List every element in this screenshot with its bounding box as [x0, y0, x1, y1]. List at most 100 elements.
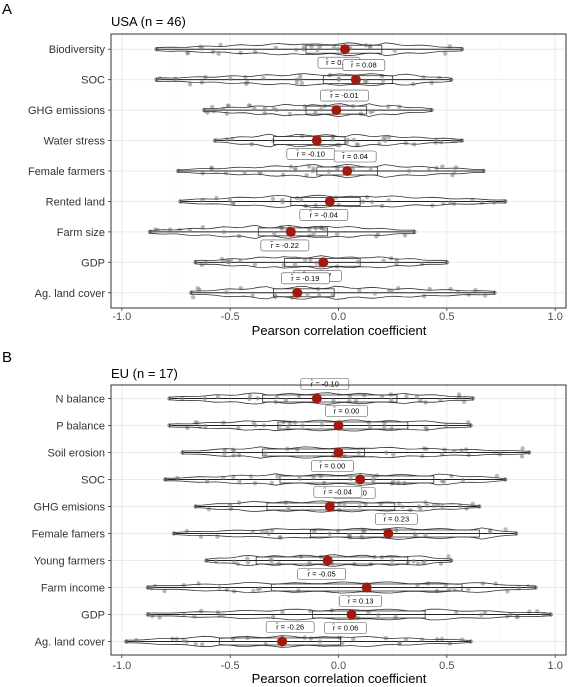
data-point — [419, 261, 425, 267]
data-point — [423, 532, 428, 538]
data-point — [376, 612, 381, 618]
box — [262, 448, 365, 457]
data-point — [221, 229, 227, 235]
box — [273, 288, 335, 298]
mean-label: r̂ = 0.00 — [333, 407, 360, 416]
x-tick-label: 0.0 — [331, 660, 346, 672]
x-tick-label: -1.0 — [112, 660, 131, 672]
mean-label-box — [325, 405, 368, 417]
category-label: Female farmers — [28, 166, 106, 178]
violin — [195, 255, 448, 270]
data-point — [406, 168, 412, 174]
data-point — [257, 170, 262, 175]
data-point — [311, 166, 316, 171]
data-point — [173, 76, 178, 82]
data-point — [304, 173, 309, 178]
mean-label-box — [260, 239, 310, 252]
violin — [182, 446, 530, 459]
data-point — [225, 259, 231, 265]
data-point — [215, 394, 221, 400]
mean-point — [361, 582, 372, 593]
data-point — [480, 581, 485, 586]
data-point — [202, 396, 208, 401]
data-point — [230, 201, 235, 206]
data-point — [292, 262, 298, 267]
data-point — [449, 473, 454, 479]
data-point — [443, 51, 448, 56]
violin — [147, 608, 552, 621]
data-point — [280, 609, 285, 615]
data-point — [411, 559, 416, 564]
data-point — [157, 76, 163, 81]
data-point — [381, 78, 386, 84]
data-point — [317, 639, 323, 644]
data-point — [206, 507, 212, 512]
data-point — [319, 107, 324, 112]
data-point — [483, 293, 488, 298]
data-point — [431, 503, 436, 509]
panel-b-letter: B — [2, 349, 12, 366]
x-tick-label: 0.0 — [331, 311, 346, 323]
panel-a-x-axis-title: Pearson correlation coefficient — [252, 323, 427, 338]
data-point — [491, 200, 497, 205]
data-point — [519, 454, 525, 459]
category-label: Ag. land cover — [35, 637, 106, 649]
data-point — [261, 76, 266, 81]
data-point — [203, 424, 208, 429]
data-point — [526, 584, 531, 589]
data-point — [371, 476, 376, 481]
x-tick-label: 1.0 — [548, 660, 563, 672]
data-point — [195, 286, 200, 291]
violin — [156, 42, 463, 57]
data-point — [292, 420, 298, 425]
data-point — [185, 425, 190, 431]
category-label: GDP — [81, 610, 105, 622]
mean-label-box — [313, 486, 363, 498]
data-point — [302, 258, 308, 263]
data-point — [447, 44, 452, 49]
data-point — [299, 197, 304, 203]
category-label: Ag. land cover — [35, 288, 106, 300]
data-point — [319, 422, 325, 428]
data-point — [185, 51, 190, 56]
data-point — [281, 263, 286, 268]
data-point — [224, 290, 229, 295]
mean-label-box — [281, 272, 330, 285]
mean-point — [324, 501, 335, 512]
data-point — [380, 394, 385, 399]
violin — [149, 224, 415, 239]
data-point — [227, 198, 233, 203]
data-point — [364, 195, 370, 200]
data-point — [355, 259, 360, 264]
data-point — [219, 256, 225, 262]
category-label: Water stress — [44, 136, 106, 148]
violin — [164, 473, 506, 486]
violin — [179, 194, 506, 209]
data-point — [404, 393, 409, 399]
box — [290, 197, 361, 206]
data-point — [274, 394, 280, 400]
category-label: P balance — [56, 421, 105, 433]
data-point — [448, 286, 453, 292]
data-point — [162, 588, 167, 594]
data-point — [286, 505, 291, 510]
mean-label: r̂ = -0.04 — [323, 488, 352, 497]
data-point — [280, 200, 285, 205]
mean-point — [322, 555, 333, 566]
data-point — [244, 81, 249, 87]
data-point — [386, 198, 391, 203]
data-point — [211, 108, 216, 114]
data-point — [311, 475, 316, 480]
mean-label: r̂ = -0.05 — [306, 570, 335, 579]
data-point — [306, 164, 312, 169]
data-point — [394, 257, 399, 263]
data-point — [345, 137, 351, 143]
data-point — [192, 614, 197, 619]
data-point — [336, 202, 341, 208]
data-point — [322, 228, 327, 233]
data-point — [382, 424, 387, 429]
data-point — [508, 612, 513, 617]
mean-label: r̂ = -0.22 — [270, 241, 299, 250]
data-point — [422, 559, 427, 564]
data-point — [177, 227, 182, 233]
